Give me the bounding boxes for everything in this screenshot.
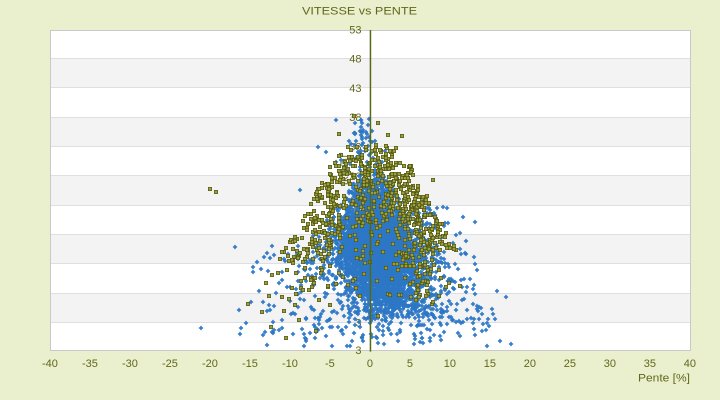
- svg-text:3: 3: [355, 345, 361, 357]
- svg-text:30: 30: [604, 358, 616, 370]
- svg-text:0: 0: [367, 358, 373, 370]
- svg-text:33: 33: [349, 142, 361, 154]
- svg-text:23: 23: [349, 200, 361, 212]
- svg-text:28: 28: [349, 171, 361, 183]
- svg-text:-20: -20: [202, 358, 218, 370]
- svg-text:38: 38: [349, 112, 361, 124]
- svg-text:-25: -25: [162, 358, 178, 370]
- svg-text:-10: -10: [282, 358, 298, 370]
- svg-text:10: 10: [444, 358, 456, 370]
- svg-text:-5: -5: [325, 358, 335, 370]
- svg-text:13: 13: [349, 259, 361, 271]
- svg-text:20: 20: [524, 358, 536, 370]
- svg-text:Pente [%]: Pente [%]: [638, 373, 690, 385]
- svg-text:43: 43: [349, 83, 361, 95]
- svg-text:25: 25: [564, 358, 576, 370]
- svg-text:48: 48: [349, 54, 361, 66]
- svg-text:[km/h]: [km/h]: [339, 155, 351, 185]
- svg-text:53: 53: [349, 24, 361, 36]
- svg-text:VITESSE vs PENTE: VITESSE vs PENTE: [302, 5, 417, 17]
- svg-text:35: 35: [644, 358, 656, 370]
- svg-text:8: 8: [355, 288, 361, 300]
- svg-text:15: 15: [484, 358, 496, 370]
- svg-text:-40: -40: [42, 358, 58, 370]
- svg-text:5: 5: [407, 358, 413, 370]
- svg-text:40: 40: [684, 358, 696, 370]
- svg-text:-15: -15: [242, 358, 258, 370]
- svg-text:-30: -30: [122, 358, 138, 370]
- svg-text:3: 3: [355, 317, 361, 329]
- svg-text:18: 18: [349, 229, 361, 241]
- svg-text:-35: -35: [82, 358, 98, 370]
